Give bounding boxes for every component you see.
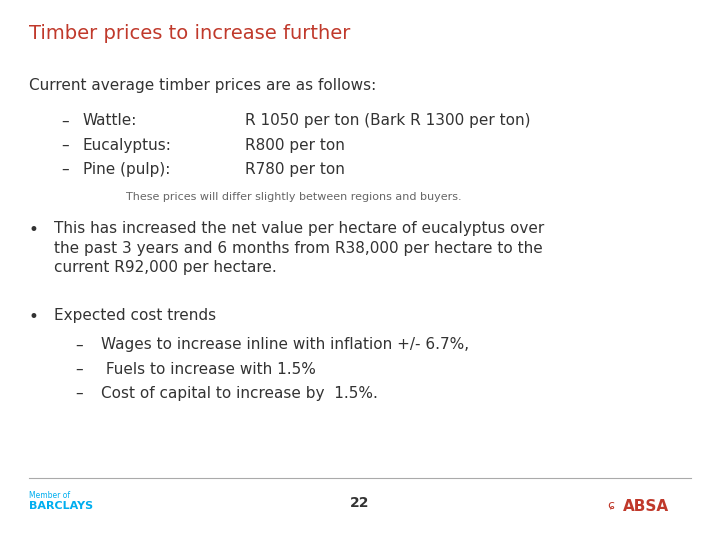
- Text: •: •: [29, 308, 39, 326]
- Text: Pine (pulp):: Pine (pulp):: [83, 162, 170, 177]
- Text: Fuels to increase with 1.5%: Fuels to increase with 1.5%: [101, 362, 315, 377]
- Text: –: –: [76, 386, 84, 401]
- Text: –: –: [61, 162, 69, 177]
- Text: ABSA: ABSA: [623, 499, 669, 514]
- Text: BARCLAYS: BARCLAYS: [29, 501, 93, 511]
- Text: –: –: [61, 138, 69, 153]
- Text: R 1050 per ton (Bark R 1300 per ton): R 1050 per ton (Bark R 1300 per ton): [245, 113, 531, 129]
- Text: Cost of capital to increase by  1.5%.: Cost of capital to increase by 1.5%.: [101, 386, 378, 401]
- Text: Wattle:: Wattle:: [83, 113, 138, 129]
- Text: R800 per ton: R800 per ton: [245, 138, 345, 153]
- Text: •: •: [29, 221, 39, 239]
- Text: Eucalyptus:: Eucalyptus:: [83, 138, 171, 153]
- Text: Wages to increase inline with inflation +/- 6.7%,: Wages to increase inline with inflation …: [101, 338, 469, 353]
- Text: Member of: Member of: [29, 491, 70, 501]
- Text: R780 per ton: R780 per ton: [245, 162, 345, 177]
- Text: This has increased the net value per hectare of eucalyptus over
the past 3 years: This has increased the net value per hec…: [54, 221, 544, 275]
- Text: –: –: [61, 113, 69, 129]
- Text: 22: 22: [350, 496, 370, 510]
- Text: Current average timber prices are as follows:: Current average timber prices are as fol…: [29, 78, 376, 93]
- Text: These prices will differ slightly between regions and buyers.: These prices will differ slightly betwee…: [126, 192, 462, 202]
- Text: Expected cost trends: Expected cost trends: [54, 308, 216, 323]
- Text: Timber prices to increase further: Timber prices to increase further: [29, 24, 350, 43]
- Text: –: –: [76, 338, 84, 353]
- Text: ɕ: ɕ: [607, 499, 614, 512]
- Text: –: –: [76, 362, 84, 377]
